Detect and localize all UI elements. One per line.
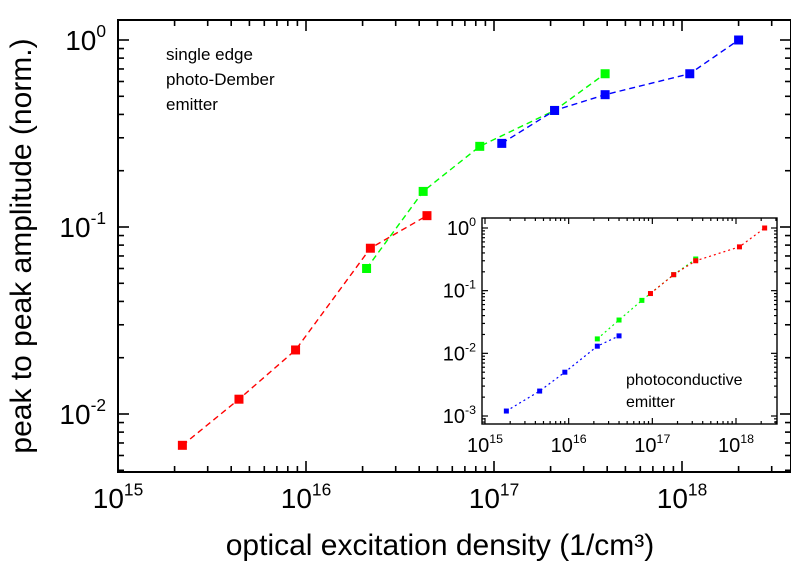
- main-series-2-point: [418, 186, 428, 196]
- inset-series-1-point: [616, 333, 622, 339]
- main-series-3-point: [497, 138, 507, 148]
- main-series-1-point: [291, 345, 301, 355]
- inset-y-tick-label: 10-1: [443, 278, 476, 303]
- main-x-tick-label: 1015: [93, 479, 143, 514]
- main-series-2-point: [600, 69, 610, 79]
- inset-plot: 1015 1016 1017 1018 10-3 10-2 10-1 100 photocond…: [443, 215, 778, 457]
- main-series-3-point: [734, 35, 744, 45]
- main-annotation: photo-Dember: [166, 70, 275, 89]
- inset-x-tick-label: 1017: [634, 432, 670, 457]
- x-axis-label: optical excitation density (1/cm³): [226, 529, 655, 562]
- inset-series-3-point: [671, 272, 677, 278]
- inset-annotation: photoconductive: [626, 372, 743, 389]
- inset-series-1-point: [562, 369, 568, 375]
- main-series-2-line: [366, 73, 606, 269]
- inset-x-tick-label: 1016: [551, 432, 587, 457]
- inset-y-tick-label: 10-3: [443, 403, 476, 428]
- inset-series-2-point: [639, 297, 645, 303]
- main-series-1-point: [365, 243, 375, 253]
- main-series-1-point: [422, 211, 432, 221]
- main-series-3-point: [550, 105, 560, 115]
- inset-y-tick-label: 100: [447, 215, 476, 240]
- inset-series-1-point: [594, 343, 600, 349]
- inset-annotation: emitter: [626, 394, 676, 411]
- main-annotation: emitter: [166, 95, 218, 114]
- main-annotation: single edge: [166, 45, 253, 64]
- main-series-3-point: [685, 69, 695, 79]
- inset-series-2-point: [594, 336, 600, 342]
- inset-series-3-point: [762, 225, 768, 231]
- main-x-tick-label: 1017: [469, 479, 519, 514]
- inset-series-3-point: [693, 258, 699, 264]
- inset-x-tick-label: 1015: [467, 432, 503, 457]
- main-y-tick-label: 10-2: [59, 395, 106, 430]
- main-series-2-point: [362, 263, 372, 273]
- inset-series-3-point: [647, 291, 653, 297]
- main-series-1-point: [234, 394, 244, 404]
- inset-y-tick-label: 10-2: [443, 340, 476, 365]
- main-x-tick-label: 1018: [657, 479, 707, 514]
- main-x-tick-label: 1016: [281, 479, 331, 514]
- main-y-tick-label: 10-1: [59, 208, 106, 243]
- inset-frame: [481, 217, 778, 425]
- inset-x-tick-label: 1018: [718, 432, 754, 457]
- main-series-3-point: [600, 90, 610, 100]
- inset-series-1-point: [537, 388, 543, 394]
- inset-series-1-point: [503, 408, 509, 414]
- y-axis-label: peak to peak amplitude (norm.): [5, 38, 38, 453]
- main-series-1-point: [177, 440, 187, 450]
- inset-series-3-point: [736, 244, 742, 250]
- main-series-2-point: [475, 141, 485, 151]
- inset-series-2-point: [616, 317, 622, 323]
- main-y-tick-label: 100: [65, 21, 106, 56]
